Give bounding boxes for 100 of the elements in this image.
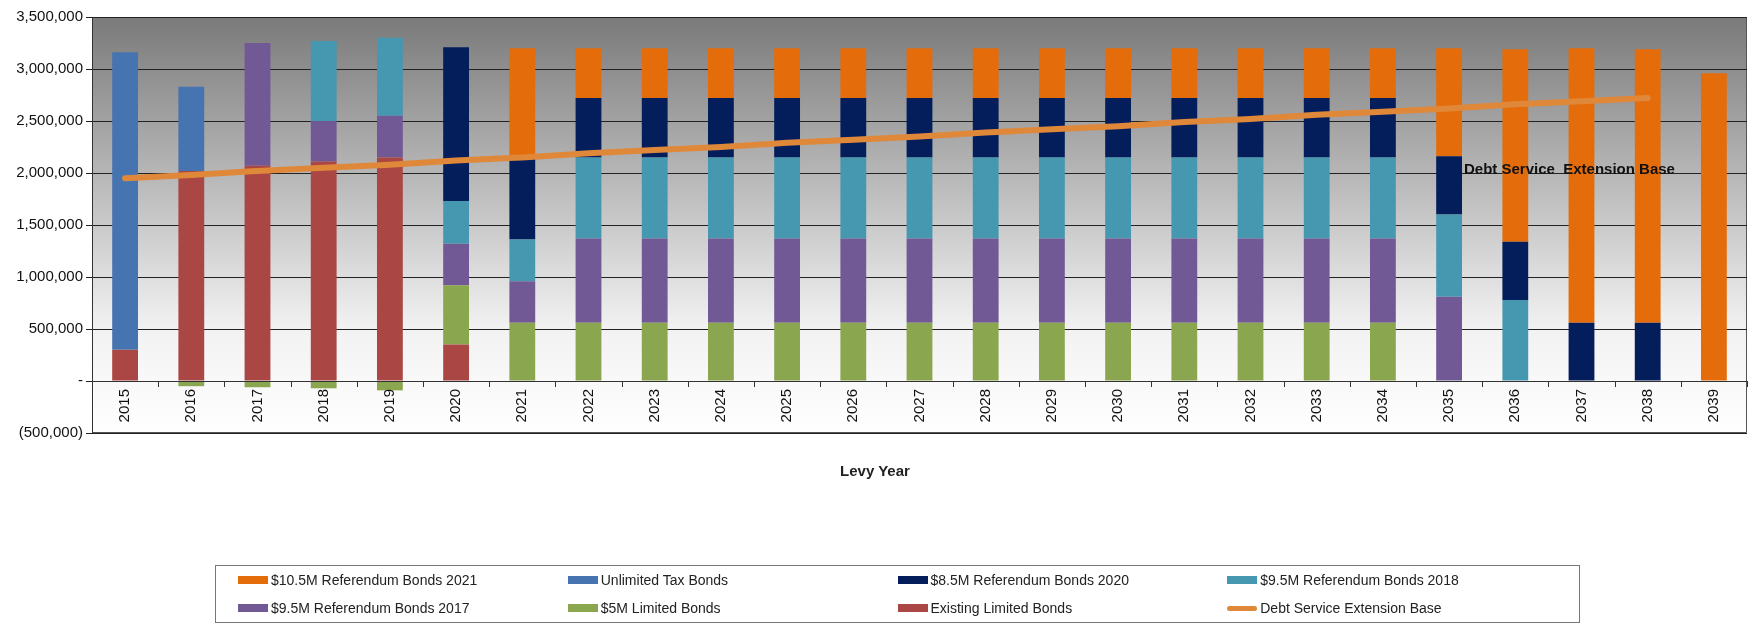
bar <box>376 115 403 158</box>
legend-label: $9.5M Referendum Bonds 2017 <box>271 600 470 616</box>
x-tick-label: 2028 <box>975 389 993 423</box>
x-tick-label: 2037 <box>1571 389 1589 423</box>
bar <box>443 285 470 345</box>
bar <box>972 48 999 99</box>
bar <box>1237 157 1264 239</box>
bar <box>1171 48 1198 99</box>
bar <box>707 157 734 239</box>
bar <box>1502 299 1529 381</box>
legend-label: $8.5M Referendum Bonds 2020 <box>930 572 1129 588</box>
bar <box>1105 48 1132 99</box>
bar <box>1634 322 1661 381</box>
bar <box>509 322 536 381</box>
bar <box>112 349 139 381</box>
x-tick-label: 2021 <box>512 389 530 423</box>
bar <box>1369 48 1396 99</box>
bar <box>1436 296 1463 381</box>
bar <box>1436 214 1463 297</box>
bar <box>972 98 999 158</box>
bar <box>1237 48 1264 99</box>
bar <box>1171 238 1198 323</box>
x-tick-label: 2035 <box>1439 389 1457 423</box>
x-tick-label: 2018 <box>313 389 331 423</box>
bar <box>1237 238 1264 323</box>
bar <box>244 165 271 381</box>
bar <box>1369 157 1396 239</box>
bar <box>1436 156 1463 215</box>
bar <box>244 43 271 166</box>
x-tick-label: 2038 <box>1637 389 1655 423</box>
bar <box>1700 73 1727 381</box>
bar <box>1369 238 1396 323</box>
bar <box>1568 322 1595 381</box>
bar <box>641 322 668 381</box>
x-tick-label: 2039 <box>1704 389 1722 423</box>
x-tick-label: 2031 <box>1174 389 1192 423</box>
legend-label: $10.5M Referendum Bonds 2021 <box>271 572 478 588</box>
bar <box>1303 157 1330 239</box>
y-tick-label: 1,500,000 <box>16 215 83 233</box>
bar <box>906 322 933 381</box>
bar <box>443 47 470 202</box>
bar <box>1171 322 1198 381</box>
x-tick-label: 2019 <box>380 389 398 423</box>
bar <box>509 281 536 323</box>
bar <box>774 48 801 99</box>
bar <box>575 157 602 239</box>
bar <box>310 40 337 121</box>
y-tick-label: (500,000) <box>18 423 83 441</box>
x-tick-label: 2034 <box>1373 389 1391 423</box>
bar <box>972 238 999 323</box>
bar <box>1105 322 1132 381</box>
x-tick-label: 2030 <box>1108 389 1126 423</box>
bar <box>641 157 668 239</box>
bar <box>972 157 999 239</box>
bar <box>1171 157 1198 239</box>
bar <box>707 238 734 323</box>
legend-label: Debt Service Extension Base <box>1260 600 1442 616</box>
bar <box>1038 238 1065 323</box>
bar <box>376 157 403 381</box>
bar <box>310 121 337 162</box>
y-tick-label: 3,500,000 <box>16 7 83 25</box>
bar <box>443 344 470 381</box>
x-tick-label: 2026 <box>843 389 861 423</box>
bar <box>1436 48 1463 157</box>
bar <box>774 238 801 323</box>
bar <box>178 86 205 171</box>
bar <box>575 48 602 99</box>
bar <box>112 52 139 350</box>
bar <box>840 98 867 158</box>
bar <box>774 157 801 239</box>
y-tick-label: 2,000,000 <box>16 163 83 181</box>
legend-label: Existing Limited Bonds <box>930 600 1073 616</box>
bar <box>972 322 999 381</box>
x-tick-label: 2023 <box>644 389 662 423</box>
x-tick-label: 2016 <box>181 389 199 423</box>
x-axis-title: Levy Year <box>839 462 911 479</box>
y-tick-label: 3,000,000 <box>16 59 83 77</box>
bar <box>1369 322 1396 381</box>
bar <box>509 48 536 157</box>
y-tick-label: 500,000 <box>28 319 83 337</box>
bar <box>840 322 867 381</box>
bar <box>310 161 337 381</box>
bar <box>840 238 867 323</box>
bar <box>443 201 470 244</box>
bar <box>774 322 801 381</box>
x-tick-label: 2029 <box>1042 389 1060 423</box>
bar <box>707 48 734 99</box>
bar <box>840 48 867 99</box>
bar <box>1237 322 1264 381</box>
x-tick-label: 2017 <box>247 389 265 423</box>
bar <box>376 37 403 116</box>
x-tick-label: 2033 <box>1306 389 1324 423</box>
bar <box>707 322 734 381</box>
bar <box>641 48 668 99</box>
bar <box>1303 48 1330 99</box>
bar <box>1038 157 1065 239</box>
x-tick-label: 2036 <box>1505 389 1523 423</box>
bar <box>906 238 933 323</box>
legend-label: $9.5M Referendum Bonds 2018 <box>1260 572 1459 588</box>
bar <box>1105 238 1132 323</box>
